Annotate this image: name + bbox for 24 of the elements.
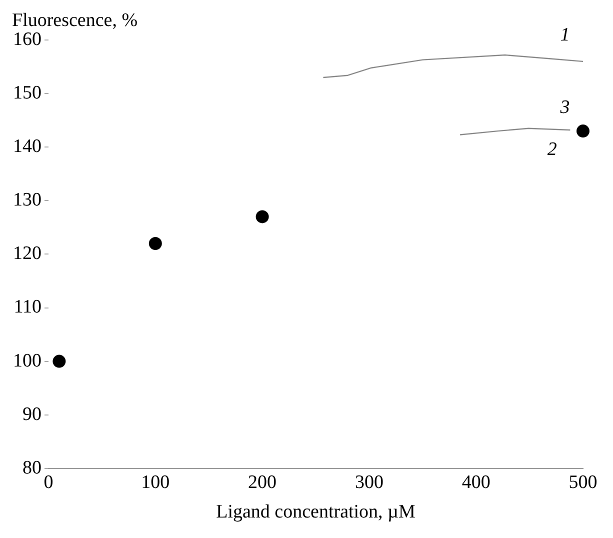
x-tick-label: 400 — [462, 472, 490, 493]
y-tick-label: 90 — [22, 404, 42, 425]
x-tick-label: 500 — [568, 472, 598, 493]
y-tick-label: 160 — [13, 28, 42, 50]
y-tick-label: 100 — [13, 350, 42, 372]
y-axis-title: Fluorescence, % — [12, 10, 138, 31]
x-tick-label: 200 — [248, 472, 277, 493]
x-axis-title: Ligand concentration, µM — [216, 502, 416, 523]
y-tick-label: 120 — [13, 243, 42, 264]
y-tick-label: 130 — [13, 190, 42, 211]
point — [256, 210, 269, 224]
y-tick-label: 140 — [13, 136, 42, 158]
x-tick-label: 0 — [44, 472, 54, 493]
point — [576, 124, 590, 138]
y-tick-label: 150 — [13, 82, 42, 104]
x-tick-label: 100 — [141, 472, 170, 493]
series-label: 2 — [547, 138, 558, 160]
point — [148, 236, 162, 250]
series-label: 1 — [560, 24, 570, 46]
x-tick-label: 300 — [354, 472, 384, 493]
point — [52, 354, 66, 368]
y-tick-label: 80 — [22, 457, 42, 478]
y-tick-label: 110 — [14, 296, 42, 318]
annotation: 3 — [559, 97, 570, 118]
